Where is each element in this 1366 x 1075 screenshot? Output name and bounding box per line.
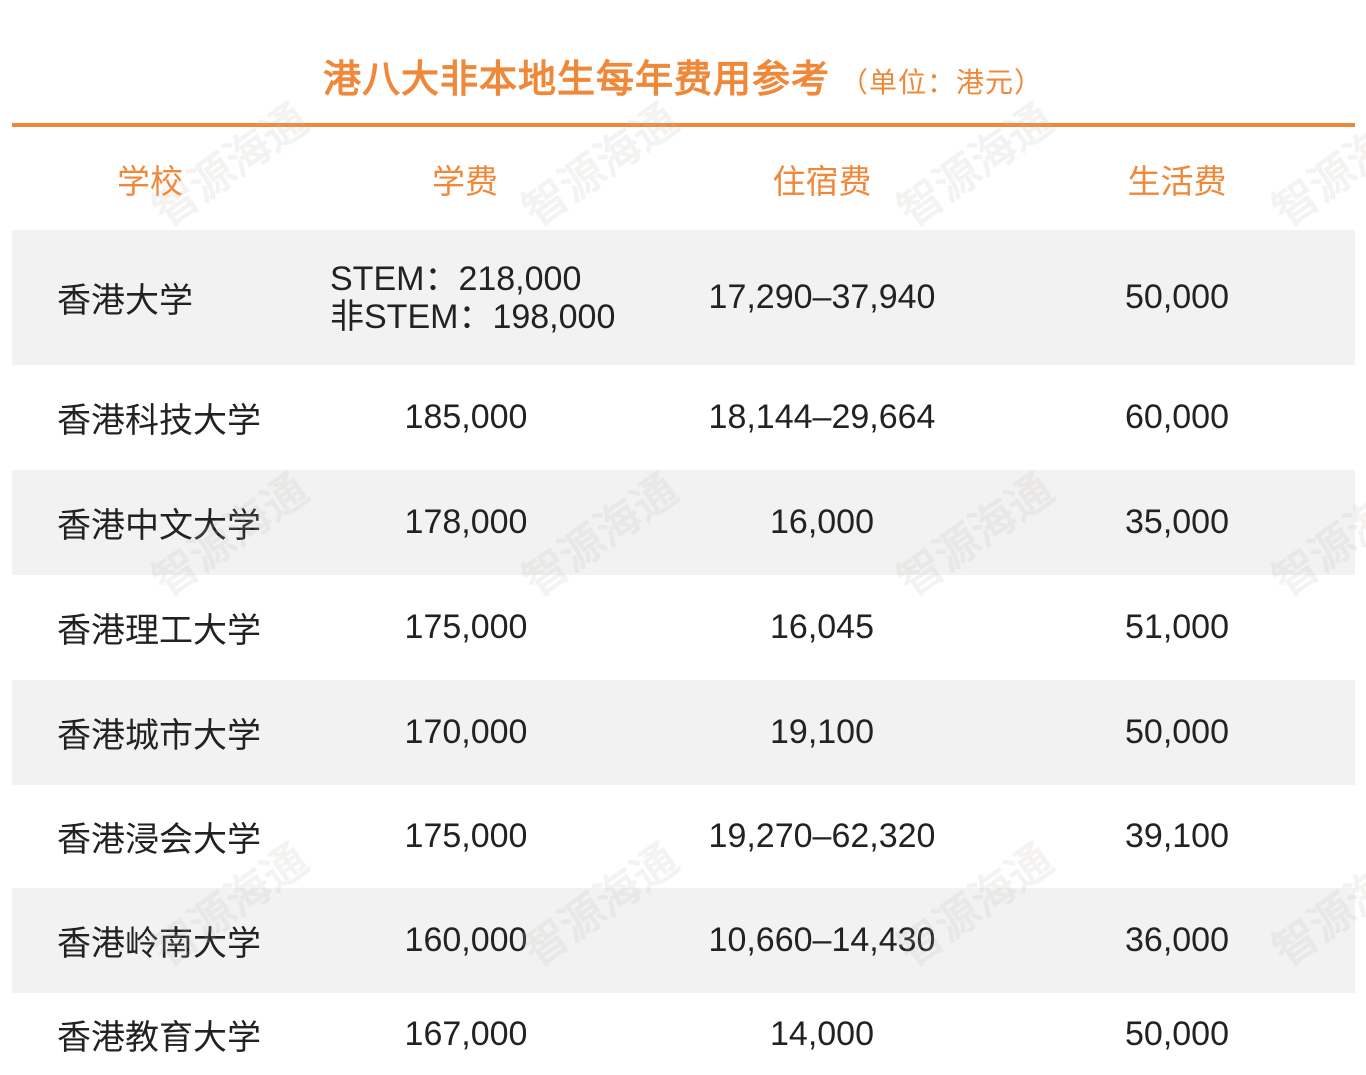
living-cell: 50,000 (1125, 1014, 1229, 1053)
school-cell: 香港中文大学 (57, 507, 261, 545)
living-cell: 50,000 (1125, 713, 1229, 751)
unit-label: （单位：港元） (840, 66, 1044, 99)
housing-cell: 16,000 (770, 503, 874, 541)
title-text: 港八大非本地生每年费用参考 (322, 57, 830, 101)
tuition-cell: 175,000 (404, 608, 528, 646)
table-row: 香港浸会大学 175,000 19,270–62,320 39,100 (12, 785, 1355, 888)
school-cell: 香港科技大学 (57, 402, 261, 440)
living-cell: 51,000 (1125, 608, 1229, 646)
housing-cell: 16,045 (770, 608, 874, 646)
header-housing: 住宿费 (772, 162, 872, 201)
school-cell: 香港浸会大学 (57, 821, 261, 859)
tuition-stem: STEM：218,000 (330, 259, 582, 298)
header-living: 生活费 (1127, 162, 1227, 201)
table-row: 香港大学 STEM：218,000 非STEM：198,000 17,290–3… (12, 230, 1355, 365)
page-title: 港八大非本地生每年费用参考 （单位：港元） (0, 48, 1366, 103)
housing-cell: 19,270–62,320 (708, 817, 936, 855)
housing-cell: 10,660–14,430 (708, 921, 936, 959)
title-divider (12, 123, 1355, 127)
table-row: 香港教育大学 167,000 14,000 50,000 (12, 993, 1355, 1075)
tuition-cell: STEM：218,000 非STEM：198,000 (330, 230, 615, 365)
table-row: 香港岭南大学 160,000 10,660–14,430 36,000 (12, 888, 1355, 993)
table-row: 香港城市大学 170,000 19,100 50,000 (12, 680, 1355, 785)
tuition-cell: 175,000 (404, 817, 528, 855)
housing-cell: 14,000 (770, 1014, 874, 1053)
tuition-non-stem: 非STEM：198,000 (330, 297, 616, 336)
table-row: 香港科技大学 185,000 18,144–29,664 60,000 (12, 365, 1355, 470)
housing-cell: 19,100 (770, 713, 874, 751)
living-cell: 35,000 (1125, 503, 1229, 541)
table-row: 香港中文大学 178,000 16,000 35,000 (12, 470, 1355, 575)
school-cell: 香港岭南大学 (57, 925, 261, 963)
tuition-cell: 170,000 (404, 713, 528, 751)
school-cell: 香港城市大学 (57, 717, 261, 755)
housing-cell: 18,144–29,664 (708, 398, 936, 436)
living-cell: 36,000 (1125, 921, 1229, 959)
tuition-cell: 160,000 (404, 921, 528, 959)
housing-cell: 17,290–37,940 (708, 278, 936, 316)
school-cell: 香港教育大学 (57, 1018, 261, 1057)
living-cell: 39,100 (1125, 817, 1229, 855)
header-tuition: 学费 (432, 162, 498, 201)
living-cell: 60,000 (1125, 398, 1229, 436)
table-row: 香港理工大学 175,000 16,045 51,000 (12, 575, 1355, 680)
tuition-cell: 178,000 (404, 503, 528, 541)
tuition-cell: 167,000 (404, 1014, 528, 1053)
header-school: 学校 (117, 162, 183, 201)
school-cell: 香港大学 (57, 282, 193, 320)
tuition-cell: 185,000 (404, 398, 528, 436)
living-cell: 50,000 (1125, 278, 1229, 316)
school-cell: 香港理工大学 (57, 612, 261, 650)
